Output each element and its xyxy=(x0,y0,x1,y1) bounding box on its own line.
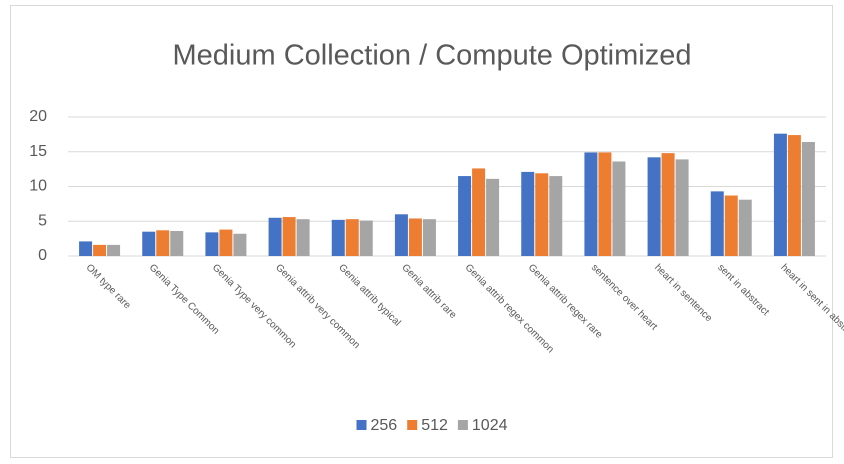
bar xyxy=(142,231,156,256)
bar xyxy=(486,178,500,256)
bar xyxy=(661,153,675,256)
bar xyxy=(394,214,408,256)
bar xyxy=(738,199,752,256)
y-tick-label: 15 xyxy=(29,143,47,160)
bar xyxy=(535,173,549,256)
y-tick-label: 10 xyxy=(29,178,47,195)
bar xyxy=(787,135,801,256)
bar xyxy=(205,232,219,256)
legend-label: 512 xyxy=(421,417,448,434)
legend-swatch xyxy=(457,420,468,430)
bar xyxy=(724,195,738,256)
bar xyxy=(773,133,787,256)
legend-label: 256 xyxy=(371,417,398,434)
bar xyxy=(170,230,184,256)
chart-title: Medium Collection / Compute Optimized xyxy=(173,40,692,72)
bar xyxy=(107,244,121,256)
bar xyxy=(675,159,689,256)
bar xyxy=(331,219,345,256)
bar xyxy=(345,219,359,256)
legend-swatch xyxy=(356,420,367,430)
bar xyxy=(472,168,486,256)
bar xyxy=(584,152,598,256)
bar xyxy=(521,171,535,256)
y-tick-label: 5 xyxy=(38,212,47,229)
bar xyxy=(282,217,296,256)
bar xyxy=(458,176,472,256)
bar xyxy=(79,241,93,256)
bar xyxy=(408,218,422,256)
bar xyxy=(156,230,170,256)
bar xyxy=(422,219,436,256)
bar xyxy=(549,176,563,256)
bar xyxy=(612,161,626,256)
bar xyxy=(93,244,107,256)
y-tick-label: 20 xyxy=(29,108,47,125)
legend-swatch xyxy=(407,420,418,430)
bar xyxy=(268,217,282,256)
bar xyxy=(296,219,310,256)
bar xyxy=(359,220,373,256)
bar xyxy=(219,229,233,256)
bar xyxy=(233,233,247,256)
bar xyxy=(801,142,815,256)
y-tick-label: 0 xyxy=(38,247,47,264)
legend-label: 1024 xyxy=(472,417,508,434)
bar xyxy=(710,191,724,256)
bar xyxy=(647,157,661,256)
bar xyxy=(598,152,612,256)
